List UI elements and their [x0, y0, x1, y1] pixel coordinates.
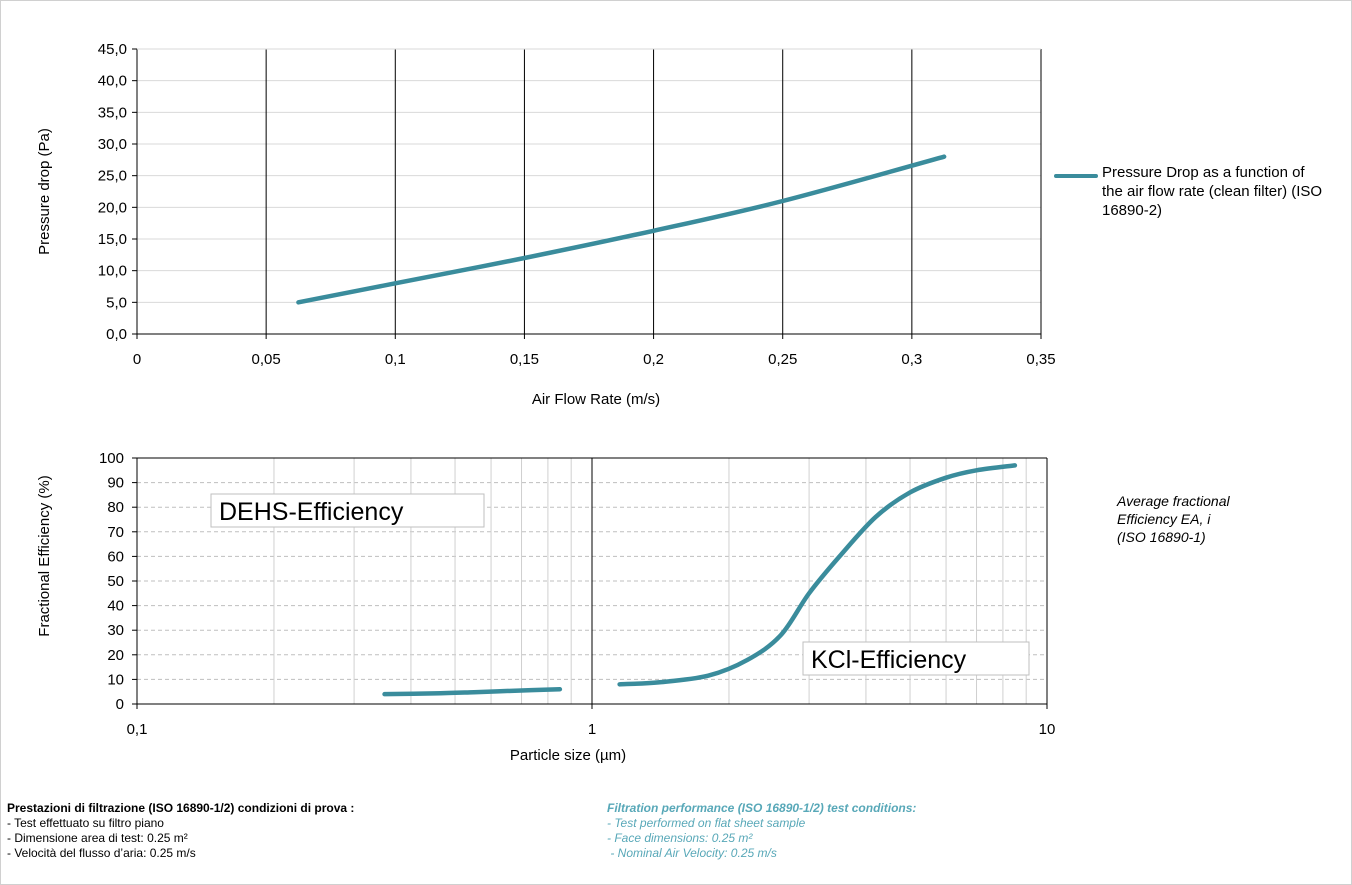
chart1-y-tick-label: 0,0	[106, 326, 127, 343]
conditions-it-line: - Test effettuato su filtro piano	[7, 816, 164, 830]
chart2-y-tick-label: 0	[116, 696, 124, 713]
chart1-y-tick-label: 10,0	[98, 263, 127, 280]
dehs-efficiency-annotation-box	[210, 493, 485, 528]
chart1-x-tick-label: 0,05	[252, 351, 281, 368]
chart1-x-tick-label: 0	[133, 351, 141, 368]
chart2-y-tick-label: 40	[107, 598, 124, 615]
chart1-y-tick-label: 25,0	[98, 168, 127, 185]
kcl-efficiency-annotation: KCl-Efficiency	[811, 646, 967, 674]
chart2-x-axis-label: Particle size (µm)	[510, 747, 626, 764]
conditions-en-line: - Nominal Air Velocity: 0.25 m/s	[607, 846, 777, 860]
chart1-x-axis-label: Air Flow Rate (m/s)	[532, 391, 660, 408]
conditions-it-line: - Velocità del flusso d’aria: 0.25 m/s	[7, 846, 196, 860]
dehs-efficiency-annotation: DEHS-Efficiency	[219, 498, 404, 526]
conditions-en-line: - Test performed on flat sheet sample	[607, 816, 806, 830]
chart2-y-tick-label: 60	[107, 548, 124, 565]
chart1-y-tick-label: 30,0	[98, 136, 127, 153]
chart2-y-tick-label: 50	[107, 573, 124, 590]
chart1-y-tick-label: 35,0	[98, 104, 127, 121]
chart2-y-tick-label: 100	[99, 450, 124, 467]
chart2-y-tick-label: 90	[107, 475, 124, 492]
chart2-y-tick-label: 80	[107, 499, 124, 516]
legend-line-swatch	[1054, 174, 1098, 178]
pressure-drop-line	[296, 154, 947, 305]
legend-label: Pressure Drop as a function of the air f…	[1102, 164, 1323, 219]
chart1-y-tick-label: 20,0	[98, 199, 127, 216]
conditions-it-heading: Prestazioni di filtrazione (ISO 16890-1/…	[7, 801, 355, 815]
chart1-x-tick-label: 0,1	[385, 351, 406, 368]
test-conditions-english: Filtration performance (ISO 16890-1/2) t…	[607, 801, 916, 861]
chart2-y-tick-label: 70	[107, 524, 124, 541]
chart1-x-tick-label: 0,35	[1026, 351, 1055, 368]
chart2-y-tick-label: 20	[107, 647, 124, 664]
chart1-x-tick-label: 0,15	[510, 351, 539, 368]
chart1-x-tick-label: 0,25	[768, 351, 797, 368]
chart2-side-note: Average fractional Efficiency EA, i (ISO…	[1117, 493, 1230, 545]
chart1-y-tick-label: 5,0	[106, 294, 127, 311]
chart1-y-axis-label: Pressure drop (Pa)	[36, 128, 53, 255]
chart2-x-tick-label: 10	[1039, 721, 1056, 738]
chart1-y-tick-label: 40,0	[98, 73, 127, 90]
chart1-legend: Pressure Drop as a function of the air f…	[1054, 163, 1324, 220]
chart1-x-tick-label: 0,3	[901, 351, 922, 368]
kcl-efficiency-annotation-box	[802, 641, 1030, 676]
conditions-en-line: - Face dimensions: 0.25 m²	[607, 831, 753, 845]
chart2-y-tick-label: 10	[107, 671, 124, 688]
chart1-y-tick-label: 45,0	[98, 41, 127, 58]
chart2-y-axis-label: Fractional Efficiency (%)	[36, 475, 53, 636]
chart1-x-tick-label: 0,2	[643, 351, 664, 368]
chart2-y-tick-label: 30	[107, 622, 124, 639]
test-conditions-italian: Prestazioni di filtrazione (ISO 16890-1/…	[7, 801, 354, 861]
chart1-y-tick-label: 15,0	[98, 231, 127, 248]
conditions-en-heading: Filtration performance (ISO 16890-1/2) t…	[607, 801, 917, 815]
dehs-efficiency-line	[382, 686, 563, 697]
chart2-x-tick-label: 1	[588, 721, 596, 738]
chart2-x-tick-label: 0,1	[127, 721, 148, 738]
kcl-efficiency-line	[617, 463, 1018, 687]
conditions-it-line: - Dimensione area di test: 0.25 m²	[7, 831, 188, 845]
